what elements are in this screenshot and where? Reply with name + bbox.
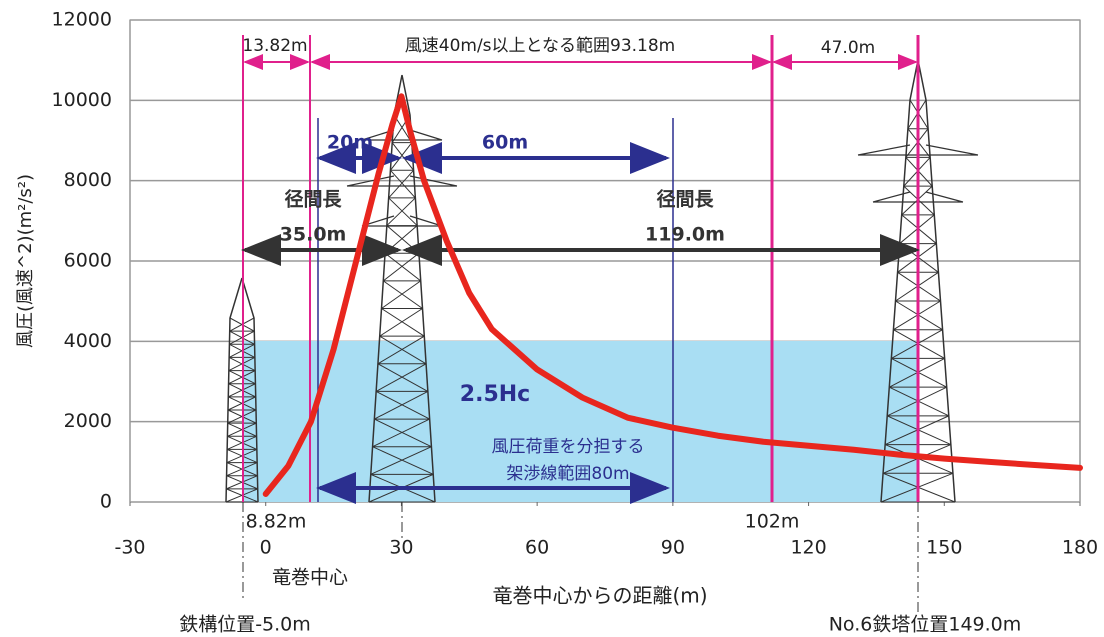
x-tick-label: 120	[790, 537, 826, 559]
x-tick-label: 150	[926, 537, 962, 559]
annotation: 102m	[745, 511, 800, 533]
annotation: 風圧荷重を分担する	[492, 437, 645, 457]
tower-lattice	[372, 418, 432, 448]
annotation: 径間長	[284, 189, 342, 211]
tower-lattice	[377, 335, 427, 365]
x-tick-label: -30	[114, 537, 145, 559]
plot	[262, 93, 1083, 497]
tower-lattice	[374, 390, 430, 420]
tower-lattice	[386, 197, 418, 227]
annotation: 119.0m	[645, 224, 725, 246]
x-tick-label: 180	[1062, 537, 1098, 559]
annotation: 60m	[482, 132, 528, 154]
annotation-lines	[241, 35, 920, 615]
y-tick-label: 6000	[64, 250, 112, 272]
annotation: 風速40m/s以上となる範囲93.18m	[405, 36, 676, 56]
x-tick-label: 30	[389, 537, 413, 559]
annotation: 架渉線範囲80m	[506, 464, 629, 484]
annotation: 20m	[327, 132, 373, 154]
x-tick-label: 90	[661, 537, 685, 559]
y-tick-label: 10000	[52, 89, 112, 111]
annotation: 竜巻中心	[272, 567, 348, 589]
x-axis-label: 竜巻中心からの距離(m)	[492, 584, 707, 608]
y-tick-label: 2000	[64, 410, 112, 432]
tower-lattice	[382, 252, 422, 282]
tower-lattice	[379, 308, 425, 337]
y-tick-label: 0	[100, 491, 112, 513]
data-line	[262, 93, 1083, 497]
y-tick-label: 8000	[64, 169, 112, 191]
annotation: 径間長	[656, 189, 714, 211]
y-axis-label: 風圧(風速^2)(m²/s²)	[15, 174, 36, 348]
x-tick-label: 0	[260, 537, 272, 559]
annotation: 鉄構位置-5.0m	[179, 614, 311, 636]
annotation: No.6鉄塔位置149.0m	[829, 614, 1022, 636]
y-tick-label: 12000	[52, 9, 112, 31]
y-tick-label: 4000	[64, 330, 112, 352]
tower-lattice	[388, 169, 416, 199]
tower-arm	[361, 215, 443, 227]
annotation: 8.82m	[246, 511, 307, 533]
x-tick-label: 60	[525, 537, 549, 559]
annotation: 47.0m	[821, 38, 875, 58]
annotation: 2.5Hc	[460, 382, 530, 407]
annotation: 35.0m	[280, 224, 347, 246]
tower-arm	[361, 129, 443, 141]
tower-arm	[346, 175, 458, 187]
tower-lattice	[381, 280, 423, 309]
annotation: 13.82m	[242, 36, 307, 56]
tower-lattice	[375, 363, 429, 392]
